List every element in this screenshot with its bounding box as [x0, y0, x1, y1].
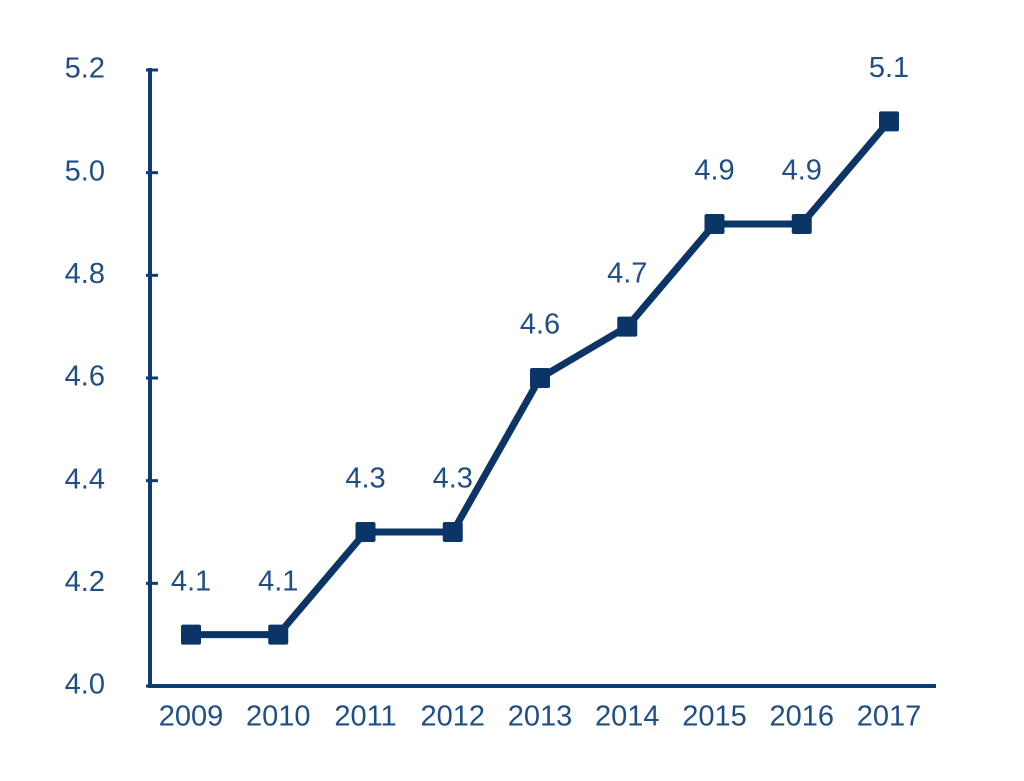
value-label: 4.3: [345, 463, 385, 495]
data-point: [268, 624, 289, 645]
x-tick-label: 2011: [334, 701, 396, 733]
data-point: [181, 624, 201, 645]
data-point: [530, 368, 550, 388]
data-point: [879, 111, 899, 132]
data-point: [442, 522, 463, 542]
value-label: 4.3: [433, 463, 473, 495]
x-tick-label: 2016: [769, 701, 834, 733]
y-tick-label: 4.2: [65, 566, 105, 598]
y-tick-label: 4.0: [65, 669, 105, 701]
y-tick-label: 4.6: [65, 361, 105, 393]
y-tick-label: 4.8: [65, 258, 105, 290]
data-point: [704, 214, 725, 234]
value-label: 4.1: [258, 565, 298, 597]
x-tick-label: 2017: [857, 701, 922, 733]
x-tick-label: 2014: [595, 701, 660, 733]
value-label: 4.7: [607, 257, 647, 289]
data-point: [791, 214, 812, 234]
x-tick-label: 2013: [508, 701, 573, 733]
x-tick-label: 2015: [682, 701, 747, 733]
value-label: 4.9: [694, 155, 734, 187]
data-point: [355, 522, 376, 542]
y-tick-label: 4.4: [65, 463, 105, 495]
y-tick-label: 5.0: [65, 155, 105, 187]
value-label: 4.1: [171, 565, 211, 597]
x-tick-label: 2010: [246, 701, 311, 733]
value-label: 4.6: [520, 309, 560, 341]
x-tick-label: 2009: [159, 701, 224, 733]
y-tick-label: 5.2: [65, 53, 105, 85]
value-label: 5.1: [869, 52, 909, 84]
value-label: 4.9: [782, 155, 822, 187]
data-point: [617, 316, 638, 337]
x-tick-label: 2012: [420, 701, 485, 733]
